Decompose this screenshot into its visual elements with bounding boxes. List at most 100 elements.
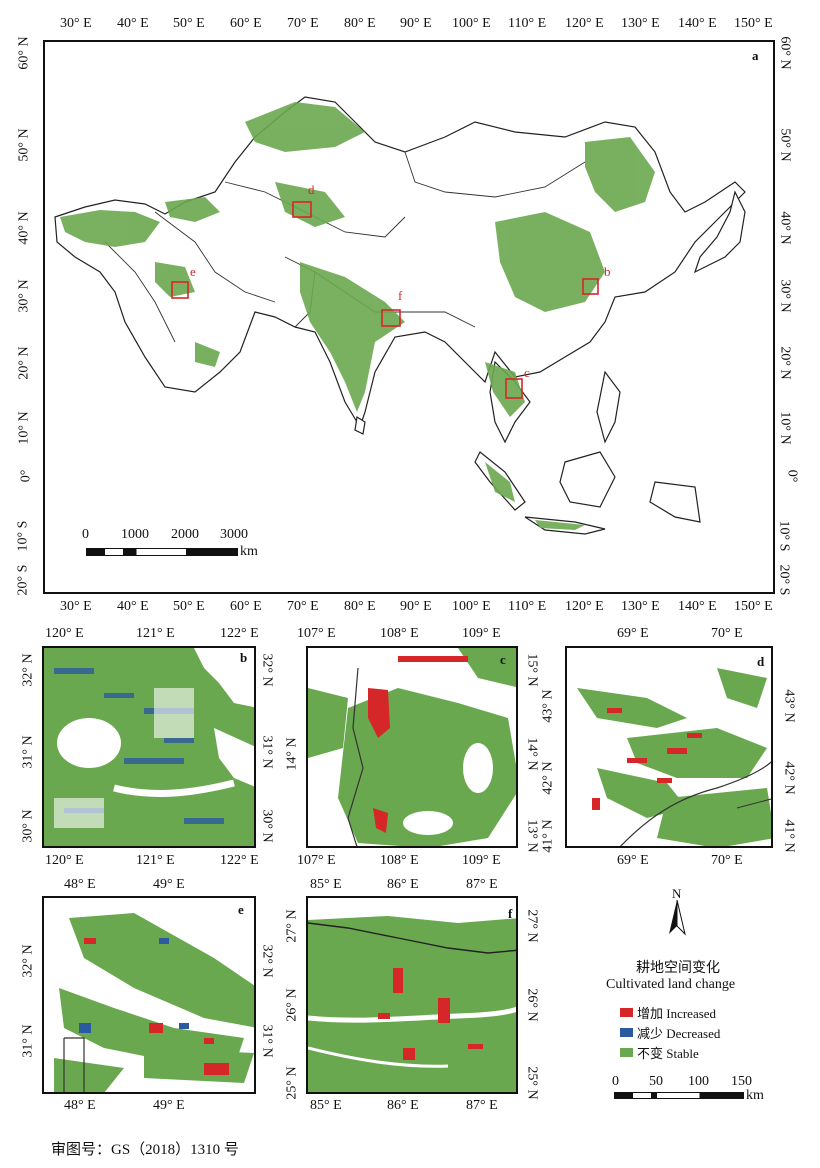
scalebar-tick: 3000 (220, 527, 248, 542)
panel-e-map (44, 898, 254, 1092)
border-line (308, 922, 516, 954)
increased-patch (204, 1063, 229, 1075)
lon-tick: 110° E (508, 599, 547, 614)
lon-tick: 69° E (617, 626, 649, 641)
japan (693, 190, 746, 274)
cropland-area (308, 688, 348, 758)
scalebar-tick: 0 (612, 1074, 619, 1089)
panel-c-map (308, 648, 516, 846)
lon-tick: 107° E (297, 626, 336, 641)
study-area-label-b: b (604, 264, 611, 279)
study-area-label-c: c (524, 365, 530, 380)
legend-item-stable: 不变 Stable (620, 1043, 699, 1062)
lat-tick: 20° N (16, 346, 32, 380)
scalebar-tick: 150 (731, 1074, 752, 1089)
lon-tick: 30° E (60, 599, 92, 614)
cropland-patch (195, 342, 220, 367)
philippines (596, 370, 621, 444)
lat-tick: 30° N (20, 809, 36, 843)
lat-tick: 43° N (540, 689, 556, 723)
lat-tick: 32° N (20, 944, 36, 978)
border-line (154, 211, 276, 303)
legend-label: 增加 Increased (637, 1006, 717, 1021)
swatch-decreased (620, 1028, 633, 1037)
lat-tick: 30° N (259, 809, 275, 843)
panel-d-frame (565, 646, 773, 848)
increased-patch (368, 688, 390, 738)
cropland-patch (155, 262, 195, 297)
increased-patch (667, 748, 687, 754)
lat-tick: 10° N (16, 411, 32, 445)
north-label: N (672, 886, 682, 901)
decreased-patch (54, 668, 94, 674)
panel-c-frame (306, 646, 518, 848)
increased-patch (627, 758, 647, 763)
study-area-label-e: e (190, 264, 196, 279)
non-crop-area (463, 743, 493, 793)
cropland-patch (300, 262, 405, 412)
lon-tick: 49° E (153, 877, 185, 892)
lat-tick: 40° N (16, 211, 32, 245)
cropland-patch (54, 1058, 124, 1092)
increased-patch (373, 808, 388, 833)
cropland-patch (535, 520, 585, 530)
study-area-b-box (582, 278, 599, 295)
lon-tick: 150° E (734, 599, 773, 614)
lon-tick: 80° E (344, 599, 376, 614)
increased-patch (393, 968, 403, 993)
panel-b-frame (42, 646, 256, 848)
lon-tick: 130° E (621, 16, 660, 31)
lon-tick: 87° E (466, 877, 498, 892)
scalebar-tick: 50 (649, 1074, 663, 1089)
lon-tick: 40° E (117, 599, 149, 614)
lon-tick: 100° E (452, 599, 491, 614)
sea-area (214, 728, 254, 787)
lon-tick: 130° E (621, 599, 660, 614)
border-line (620, 761, 771, 846)
lon-tick: 110° E (508, 16, 547, 31)
border-line (104, 241, 176, 343)
swatch-stable (620, 1048, 633, 1057)
lon-tick: 121° E (136, 626, 175, 641)
lon-tick: 30° E (60, 16, 92, 31)
scalebar-tick: 1000 (121, 527, 149, 542)
legend-title-en: Cultivated land change (606, 977, 736, 992)
non-crop-area (403, 811, 453, 835)
lon-tick: 50° E (173, 16, 205, 31)
borneo (559, 451, 616, 508)
lat-tick: 26° N (524, 988, 540, 1022)
panel-label-a: a (752, 48, 759, 63)
cropland-patch (60, 210, 160, 247)
scalebar-tick: 2000 (171, 527, 199, 542)
lon-tick: 109° E (462, 626, 501, 641)
scalebar-bar (86, 548, 238, 556)
lat-tick: 41° N (781, 819, 797, 853)
lon-tick: 70° E (711, 626, 743, 641)
lat-tick: 32° N (20, 653, 36, 687)
increased-patch (592, 798, 600, 810)
lon-tick: 120° E (45, 853, 84, 868)
lat-tick: 31° N (20, 1024, 36, 1058)
lat-tick: 10° S (15, 520, 31, 552)
lon-tick: 108° E (380, 853, 419, 868)
study-area-e-box (171, 281, 189, 299)
lon-tick: 86° E (387, 877, 419, 892)
lat-tick: 15° N (524, 653, 540, 687)
lat-tick: 43° N (781, 689, 797, 723)
lon-tick: 49° E (153, 1098, 185, 1113)
panel-f-map (308, 898, 516, 1092)
scalebar-tick: 0 (82, 527, 89, 542)
lon-tick: 107° E (297, 853, 336, 868)
lat-tick: 32° N (259, 653, 275, 687)
lon-tick: 90° E (400, 599, 432, 614)
border-line (347, 667, 364, 846)
panel-e-frame (42, 896, 256, 1094)
lat-tick: 50° N (16, 128, 32, 162)
cropland-patch (245, 102, 365, 152)
cropland-patch (657, 788, 771, 846)
lon-tick: 69° E (617, 853, 649, 868)
lat-tick: 30° N (777, 279, 793, 313)
decreased-patch (79, 1023, 91, 1033)
cropland-patch (597, 768, 687, 818)
swatch-increased (620, 1008, 633, 1017)
